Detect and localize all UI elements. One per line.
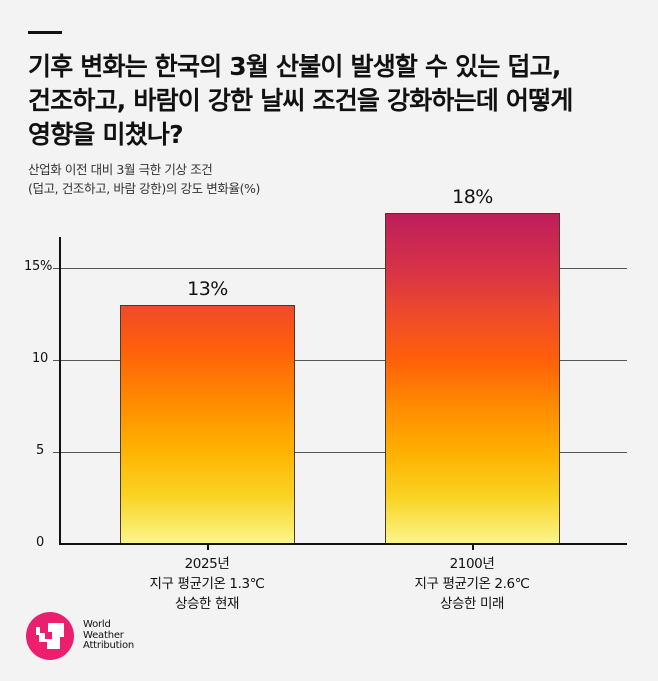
x-tick bbox=[472, 544, 474, 550]
category-temp: 지구 평균기온 1.3℃ bbox=[149, 576, 265, 592]
y-axis bbox=[59, 237, 61, 544]
subtitle-line: 산업화 이전 대비 3월 극한 기상 조건 bbox=[28, 162, 213, 177]
x-category-label: 2025년 지구 평균기온 1.3℃ 상승한 현재 bbox=[97, 554, 317, 614]
title-line: 영향을 미쳤나? bbox=[28, 120, 184, 149]
x-category-label: 2100년 지구 평균기온 2.6℃ 상승한 미래 bbox=[362, 554, 582, 614]
accent-dash bbox=[28, 31, 62, 34]
title-line: 건조하고, 바람이 강한 날씨 조건을 강화하는데 어떻게 bbox=[28, 86, 573, 115]
wwa-logo: World Weather Attribution bbox=[26, 612, 134, 660]
page-title: 기후 변화는 한국의 3월 산불이 발생할 수 있는 덥고, 건조하고, 바람이… bbox=[28, 50, 638, 152]
logo-text: World Weather Attribution bbox=[83, 620, 134, 652]
logo-line: Weather bbox=[83, 629, 124, 641]
x-axis bbox=[59, 543, 627, 545]
logo-line: World bbox=[83, 619, 111, 631]
y-tick-label: 10 bbox=[32, 351, 48, 366]
bar-value-label: 13% bbox=[187, 278, 228, 300]
gridline-15 bbox=[53, 268, 627, 269]
world-weather-attribution-logo-icon bbox=[26, 612, 74, 660]
bar-2025 bbox=[120, 305, 295, 544]
category-year: 2100년 bbox=[449, 556, 495, 572]
category-temp: 지구 평균기온 2.6℃ bbox=[414, 576, 530, 592]
gridline-5 bbox=[53, 452, 627, 453]
y-tick-label: 15% bbox=[24, 259, 52, 274]
subtitle-line: (덥고, 건조하고, 바람 강한)의 강도 변화율(%) bbox=[28, 181, 260, 196]
category-desc: 상승한 현재 bbox=[175, 596, 239, 612]
gridline-10 bbox=[53, 360, 627, 361]
title-line: 기후 변화는 한국의 3월 산불이 발생할 수 있는 덥고, bbox=[28, 52, 561, 81]
x-tick bbox=[207, 544, 209, 550]
y-tick-label: 0 bbox=[36, 535, 44, 550]
y-tick-label: 5 bbox=[36, 443, 44, 458]
category-year: 2025년 bbox=[184, 556, 230, 572]
bar-value-label: 18% bbox=[452, 186, 493, 208]
bar-2100 bbox=[385, 213, 560, 544]
chart-subtitle: 산업화 이전 대비 3월 극한 기상 조건 (덥고, 건조하고, 바람 강한)의… bbox=[28, 160, 260, 198]
category-desc: 상승한 미래 bbox=[440, 596, 504, 612]
logo-line: Attribution bbox=[83, 640, 135, 652]
